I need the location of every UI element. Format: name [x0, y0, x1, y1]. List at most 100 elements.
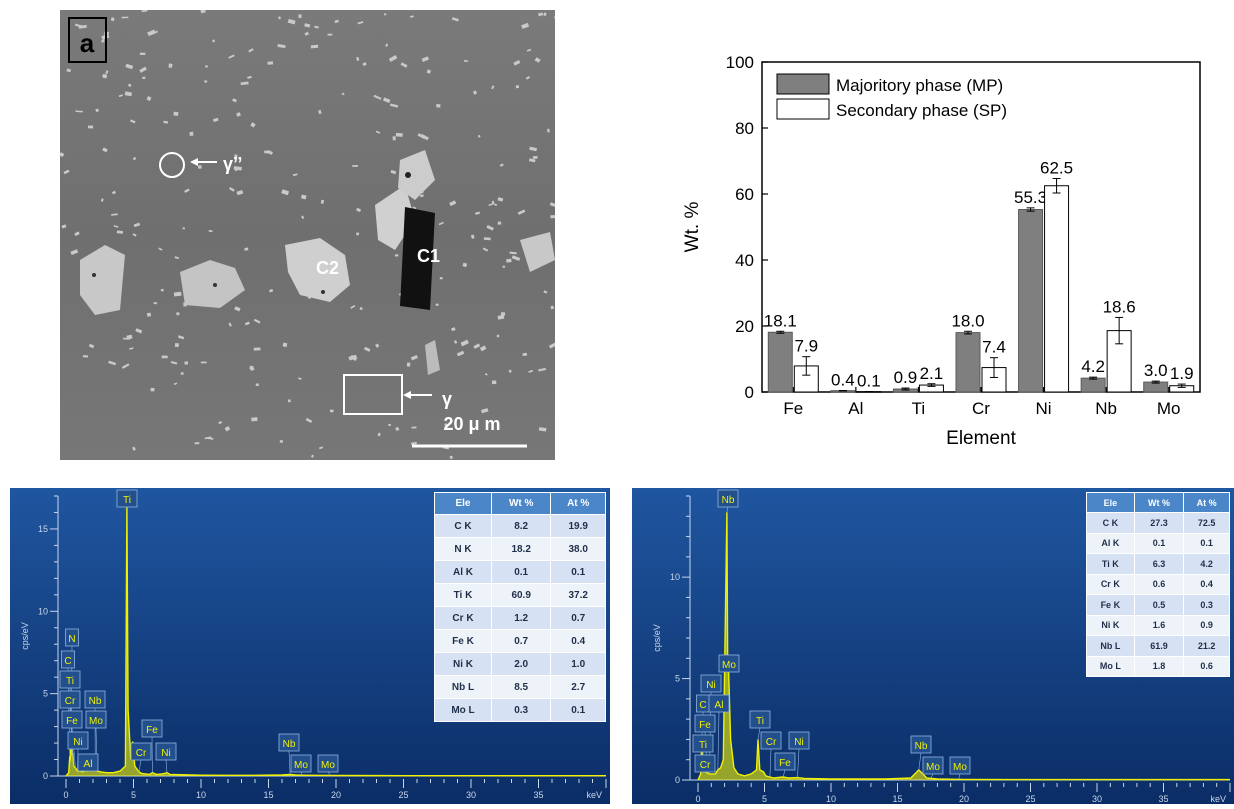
scale-bar-label: 20 μ m — [443, 414, 500, 434]
bar-value-label: 1.9 — [1170, 364, 1194, 383]
peak-label: C — [64, 656, 71, 667]
cell-wt: 61.9 — [1134, 636, 1184, 657]
cell-at: 0.4 — [1184, 574, 1230, 595]
peak-label: Ti — [66, 676, 74, 687]
legend-swatch — [777, 99, 829, 119]
peak-label: Cr — [136, 748, 147, 759]
x-tick-label: Ti — [912, 399, 926, 418]
col-header-element: Ele — [1087, 493, 1135, 513]
peak-label: Al — [84, 759, 93, 770]
cell-element: N K — [435, 538, 492, 561]
peak-label: Cr — [766, 737, 777, 748]
peak-label: Nb — [283, 739, 296, 750]
bar-value-label: 3.0 — [1144, 361, 1168, 380]
cell-element: Al K — [1087, 533, 1135, 554]
x-tick-label: 25 — [1025, 794, 1035, 804]
x-tick-label: 5 — [762, 794, 767, 804]
legend-label: Majoritory phase (MP) — [836, 76, 1003, 95]
x-tick-label: Cr — [972, 399, 990, 418]
y-axis-label: Wt. % — [682, 202, 703, 253]
y-tick-label: 10 — [670, 572, 680, 582]
cell-element: Cr K — [1087, 574, 1135, 595]
peak-label: Fe — [66, 716, 78, 727]
cell-at: 0.1 — [551, 699, 606, 722]
cell-element: Mo L — [1087, 656, 1135, 677]
x-tick-label: 20 — [331, 790, 341, 800]
x-tick-label: Mo — [1157, 399, 1181, 418]
panel-label: a — [80, 28, 95, 58]
peak-label: C — [699, 700, 706, 711]
y-axis-label: cps/eV — [652, 624, 662, 652]
peak-label: Ti — [123, 495, 131, 506]
sem-micrograph: a γ’’ C1 C2 γ 20 μ m — [60, 10, 555, 460]
peak-label: Mo — [953, 762, 967, 773]
cell-wt: 27.3 — [1134, 513, 1184, 534]
col-header-at: At % — [1184, 493, 1230, 513]
bar-mp — [1081, 378, 1105, 392]
cell-wt: 60.9 — [491, 584, 550, 607]
x-tick-label: 15 — [892, 794, 902, 804]
cell-wt: 8.5 — [491, 676, 550, 699]
cell-element: Al K — [435, 561, 492, 584]
y-axis-label: cps/eV — [20, 622, 30, 650]
y-tick-label: 100 — [726, 53, 754, 72]
cell-at: 4.2 — [1184, 554, 1230, 575]
col-header-wt: Wt % — [1134, 493, 1184, 513]
gamma-label: γ — [442, 389, 452, 409]
cell-element: Ni K — [435, 653, 492, 676]
x-tick-label: 35 — [1158, 794, 1168, 804]
cell-at: 19.9 — [551, 515, 606, 538]
peak-label: Nb — [89, 696, 102, 707]
cell-element: Fe K — [1087, 595, 1135, 616]
y-tick-label: 60 — [735, 185, 754, 204]
cell-element: Ti K — [435, 584, 492, 607]
bar-value-label: 4.2 — [1081, 357, 1105, 376]
x-axis-label: keV — [586, 790, 602, 800]
peak-label: Mo — [89, 716, 103, 727]
y-tick-label: 0 — [745, 383, 754, 402]
peak-label: Nb — [915, 741, 928, 752]
x-tick-label: Fe — [783, 399, 803, 418]
bar-mp — [1019, 210, 1043, 392]
sem-micrograph-panel: a γ’’ C1 C2 γ 20 μ m — [60, 10, 555, 460]
gamma-dprime-label: γ’’ — [223, 154, 242, 174]
peak-label: Mo — [926, 762, 940, 773]
cell-wt: 6.3 — [1134, 554, 1184, 575]
cell-at: 0.7 — [551, 607, 606, 630]
x-tick-label: 5 — [131, 790, 136, 800]
bar-mp — [956, 333, 980, 392]
cell-wt: 8.2 — [491, 515, 550, 538]
x-tick-label: 0 — [695, 794, 700, 804]
legend-label: Secondary phase (SP) — [836, 101, 1007, 120]
cell-at: 0.3 — [1184, 595, 1230, 616]
col-header-element: Ele — [435, 493, 492, 515]
peak-label: Ni — [73, 737, 82, 748]
peak-label: Mo — [722, 660, 736, 671]
cell-at: 1.0 — [551, 653, 606, 676]
peak-label: Ti — [699, 740, 707, 751]
bar-value-label: 0.1 — [857, 372, 881, 391]
peak-label: Mo — [294, 760, 308, 771]
y-tick-label: 0 — [43, 771, 48, 781]
y-tick-label: 0 — [675, 775, 680, 785]
col-header-at: At % — [551, 493, 606, 515]
cell-wt: 0.6 — [1134, 574, 1184, 595]
cell-wt: 0.1 — [1134, 533, 1184, 554]
x-tick-label: Al — [848, 399, 863, 418]
cell-at: 0.1 — [1184, 533, 1230, 554]
c1-label: C1 — [417, 246, 440, 266]
bar-value-label: 55.3 — [1014, 188, 1047, 207]
